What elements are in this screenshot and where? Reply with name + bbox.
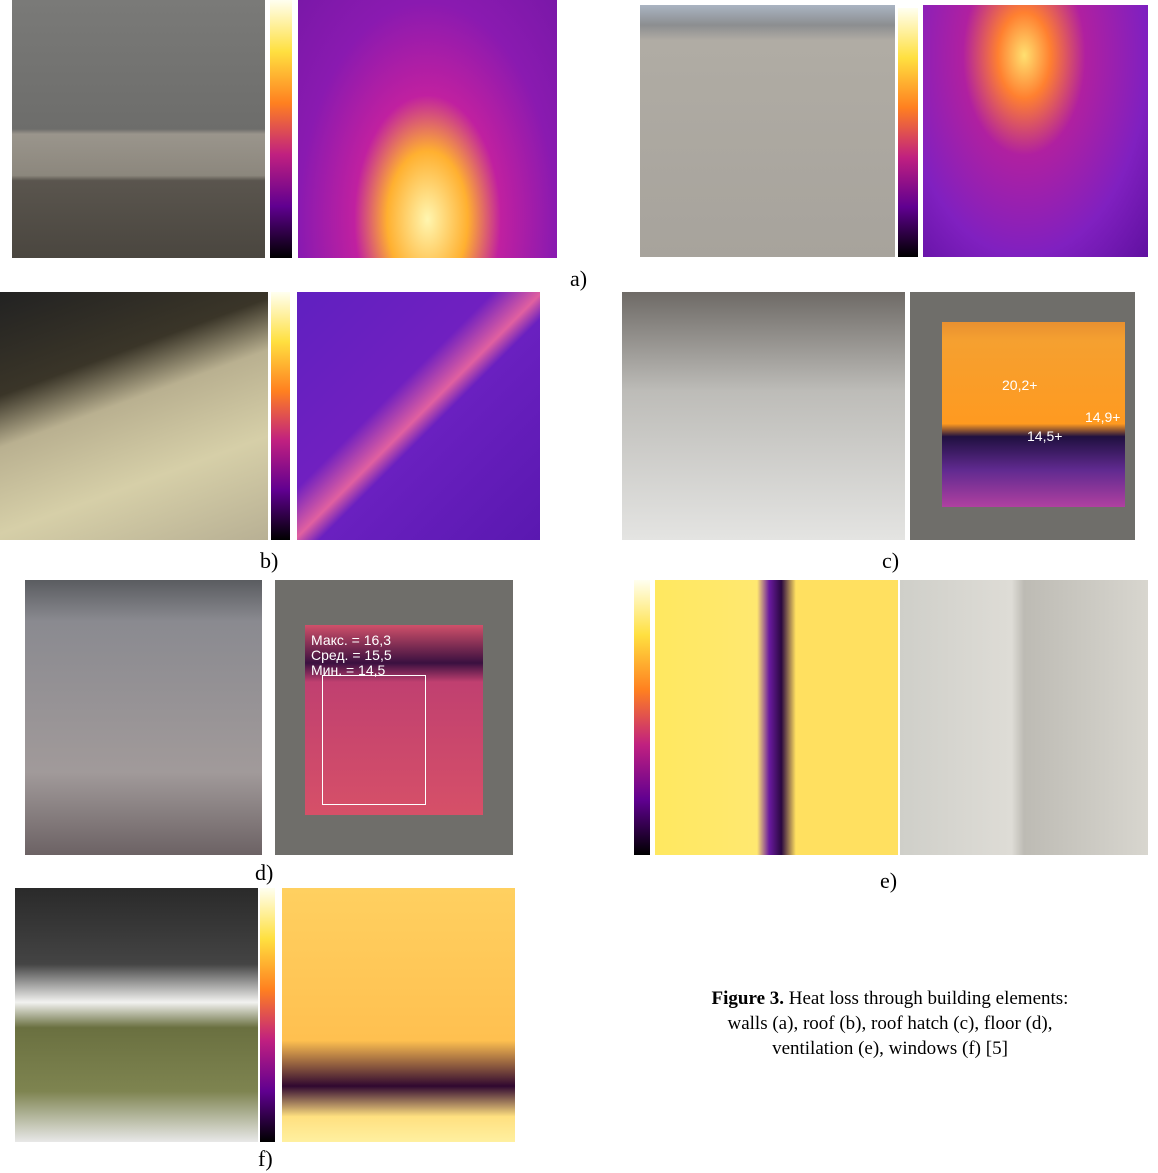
photo xyxy=(12,0,265,258)
thermogram-frame: 20,2+ 14,9+ 14,5+ xyxy=(910,292,1135,540)
caption-line: Figure 3. Heat loss through building ele… xyxy=(625,988,1155,1010)
photo xyxy=(622,292,905,540)
thermogram xyxy=(923,5,1148,257)
thermal-label: 14,9+ xyxy=(1085,409,1120,425)
panel-label: e) xyxy=(880,868,897,894)
thermal-label: Сред. = 15,5 xyxy=(311,647,392,663)
color-scale xyxy=(898,8,918,257)
panel-label: f) xyxy=(258,1146,273,1172)
color-scale xyxy=(260,888,275,1142)
thermogram xyxy=(655,580,898,855)
caption-text: Heat loss through building elements: xyxy=(789,988,1069,1009)
photo xyxy=(640,5,895,257)
thermogram xyxy=(298,0,557,258)
photo xyxy=(0,292,268,540)
caption-line: ventilation (e), windows (f) [5] xyxy=(625,1038,1155,1060)
panel-label: a) xyxy=(570,266,587,292)
caption-label: Figure 3. xyxy=(712,988,784,1009)
thermogram-frame: Макс. = 16,3 Сред. = 15,5 Мин. = 14,5 xyxy=(275,580,513,855)
panel-label: c) xyxy=(882,548,899,574)
color-scale xyxy=(271,292,290,540)
thermal-label: 20,2+ xyxy=(1002,377,1037,393)
color-scale xyxy=(634,580,650,855)
panel-label: b) xyxy=(260,548,278,574)
color-scale xyxy=(270,0,292,258)
caption-line: walls (a), roof (b), roof hatch (c), flo… xyxy=(625,1013,1155,1035)
thermal-label: 14,5+ xyxy=(1027,428,1062,444)
photo xyxy=(25,580,262,855)
panel-label: d) xyxy=(255,860,273,886)
thermal-label: Макс. = 16,3 xyxy=(311,632,391,648)
photo xyxy=(900,580,1148,855)
measure-box xyxy=(322,675,426,805)
photo xyxy=(15,888,258,1142)
thermogram xyxy=(297,292,540,540)
thermogram xyxy=(282,888,515,1142)
thermal-label: Мин. = 14,5 xyxy=(311,662,385,678)
page: a) b) 20,2+ 14,9+ 14,5+ c) Макс. = 16,3 … xyxy=(0,0,1158,1173)
